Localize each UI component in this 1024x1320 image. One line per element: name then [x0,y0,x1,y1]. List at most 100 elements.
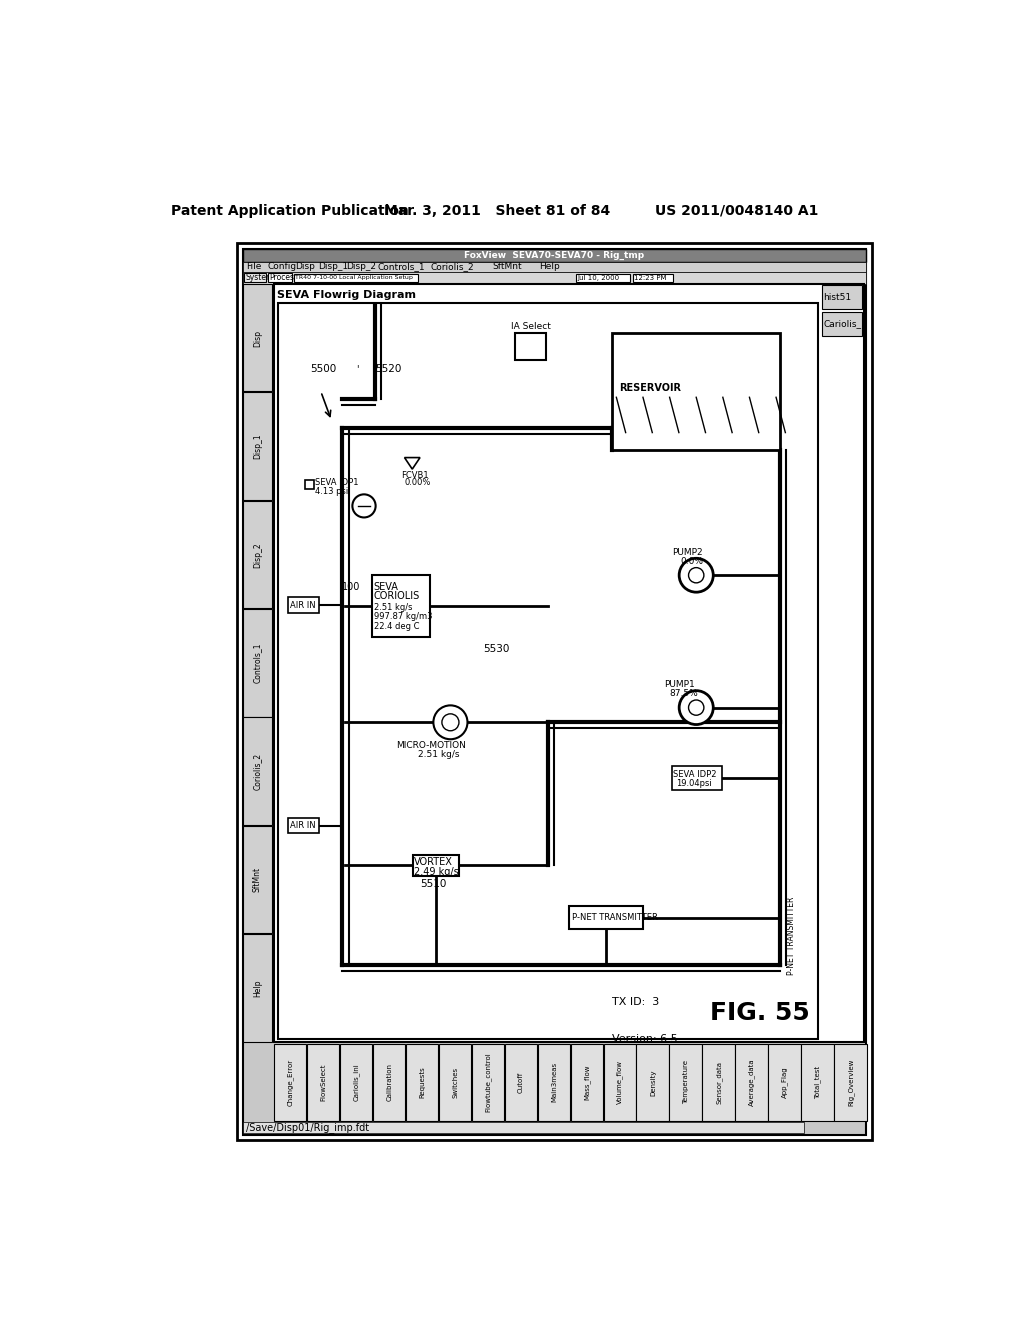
Text: Flowtube_control: Flowtube_control [484,1052,492,1113]
Bar [267,273,292,282]
Bar [289,818,319,833]
Bar [243,249,866,261]
Text: Total_test: Total_test [814,1065,821,1100]
Bar [273,1044,306,1121]
Text: Average_data: Average_data [749,1059,756,1106]
Text: 2.49 kg/s: 2.49 kg/s [414,867,459,876]
Text: Change_Error: Change_Error [287,1059,294,1106]
Bar [637,1044,669,1121]
Text: Cariolis_1: Cariolis_1 [823,319,867,329]
Bar [243,261,866,272]
Text: SEVA: SEVA [374,582,398,591]
Text: Requests: Requests [419,1067,425,1098]
Bar [304,479,314,488]
Text: 5510: 5510 [421,879,446,888]
Bar [633,275,673,282]
Bar [835,1044,866,1121]
Bar [294,275,418,282]
Text: 87.5%: 87.5% [670,689,698,698]
Text: AIR IN: AIR IN [290,601,315,610]
Text: ': ' [356,364,358,375]
Text: P-NET TRANSMITTER: P-NET TRANSMITTER [571,913,657,923]
Bar [243,935,272,1041]
Text: SEVA Flowrig Diagram: SEVA Flowrig Diagram [276,289,416,300]
Text: FIG. 55: FIG. 55 [710,1001,809,1024]
Bar [372,576,430,636]
Text: Version: 6.5: Version: 6.5 [612,1034,678,1044]
Text: Main3meas: Main3meas [551,1063,557,1102]
Text: 4.13 psi: 4.13 psi [315,487,349,496]
Text: System: System [246,273,274,282]
Bar [373,1044,404,1121]
Text: 0.00%: 0.00% [404,478,431,487]
Text: FCVB1: FCVB1 [400,471,428,479]
Text: Rig_Overview: Rig_Overview [848,1059,854,1106]
Text: Mar. 3, 2011   Sheet 81 of 84: Mar. 3, 2011 Sheet 81 of 84 [384,203,610,218]
Text: Patent Application Publication: Patent Application Publication [171,203,409,218]
Bar [472,1044,504,1121]
Text: Coriolis_2: Coriolis_2 [430,263,474,272]
Text: Disp_2: Disp_2 [346,263,377,272]
Text: File: File [246,263,261,272]
Bar [289,597,319,612]
Circle shape [679,558,714,593]
Text: SEVA IDP1: SEVA IDP1 [315,478,359,487]
Circle shape [688,700,703,715]
Bar [702,1044,734,1121]
Text: Cutoff: Cutoff [518,1072,524,1093]
Bar [243,609,272,717]
Text: Process: Process [269,273,298,282]
Bar [243,826,272,933]
Bar [575,275,630,282]
Bar [413,854,459,876]
Bar [243,392,272,500]
Text: Calibration: Calibration [386,1064,392,1101]
Bar [237,243,872,1140]
Bar [612,333,780,450]
Text: Disp_1: Disp_1 [253,434,262,459]
Text: 2.51 kg/s: 2.51 kg/s [418,750,460,759]
Text: 5530: 5530 [483,644,509,653]
Bar [245,273,266,282]
Text: 12:23 PM: 12:23 PM [634,275,667,281]
Text: FlowSelect: FlowSelect [321,1064,327,1101]
Circle shape [352,495,376,517]
Text: Density: Density [650,1069,656,1096]
Circle shape [679,690,714,725]
Bar [243,500,272,609]
Circle shape [442,714,459,731]
Bar [243,1122,804,1133]
Text: PUMP1: PUMP1 [664,680,694,689]
Bar [802,1044,834,1121]
Bar [570,1044,603,1121]
Text: Disp_2: Disp_2 [253,543,262,568]
Text: AIR IN: AIR IN [290,821,315,830]
Text: TX ID:  3: TX ID: 3 [612,997,659,1007]
Text: VORTEX: VORTEX [414,858,453,867]
Bar [243,249,866,1135]
Text: CORIOLIS: CORIOLIS [374,591,420,601]
Text: Disp: Disp [295,263,314,272]
Text: Help: Help [539,263,559,272]
Text: 100: 100 [342,582,360,591]
Text: Mass_flow: Mass_flow [584,1065,591,1100]
Text: SEVA IDP2: SEVA IDP2 [674,770,717,779]
Circle shape [433,705,468,739]
Bar [340,1044,372,1121]
Text: PUMP2: PUMP2 [672,548,702,557]
Bar [821,285,862,309]
Text: IA Select: IA Select [511,322,551,331]
Text: Disp: Disp [253,330,262,347]
Text: Cariolis_ini: Cariolis_ini [353,1064,359,1101]
Bar [768,1044,801,1121]
Text: 997.87 kg/m3: 997.87 kg/m3 [374,612,432,622]
Text: Sensor_data: Sensor_data [716,1061,722,1104]
Bar [603,1044,636,1121]
Text: Disp_1: Disp_1 [317,263,348,272]
Bar [243,717,272,825]
Text: Controls_1: Controls_1 [378,263,425,272]
Text: SftMnt: SftMnt [253,867,262,892]
Text: Switches: Switches [452,1067,458,1098]
Bar [670,1044,701,1121]
Text: 0.0%: 0.0% [680,557,703,566]
